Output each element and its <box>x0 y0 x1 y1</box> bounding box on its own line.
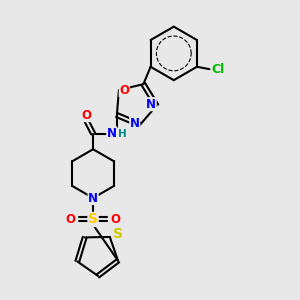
Text: O: O <box>111 213 121 226</box>
Text: Cl: Cl <box>212 63 225 76</box>
Text: S: S <box>88 212 98 226</box>
Text: N: N <box>146 98 156 111</box>
Text: O: O <box>119 83 129 97</box>
Text: O: O <box>81 109 91 122</box>
Text: O: O <box>65 213 76 226</box>
Text: S: S <box>113 227 123 241</box>
Text: N: N <box>107 127 117 140</box>
Text: N: N <box>88 191 98 205</box>
Text: H: H <box>118 128 126 139</box>
Text: N: N <box>130 117 140 130</box>
